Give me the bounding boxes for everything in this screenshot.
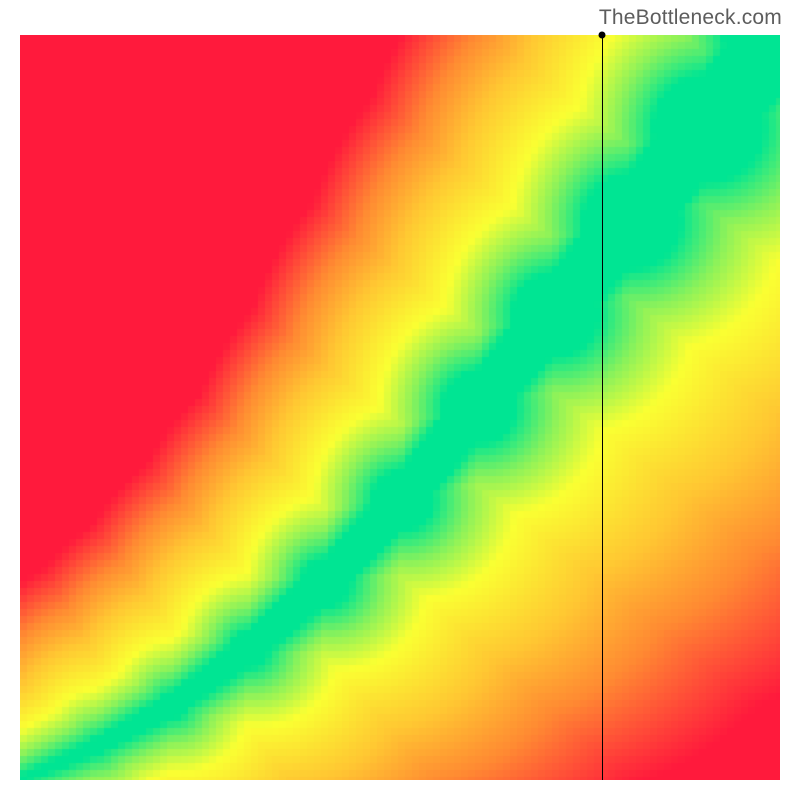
marker-dot bbox=[599, 32, 606, 39]
heatmap-canvas bbox=[20, 35, 780, 780]
heatmap-plot bbox=[20, 35, 780, 780]
marker-vertical-line bbox=[602, 35, 603, 780]
attribution-text: TheBottleneck.com bbox=[599, 6, 782, 30]
